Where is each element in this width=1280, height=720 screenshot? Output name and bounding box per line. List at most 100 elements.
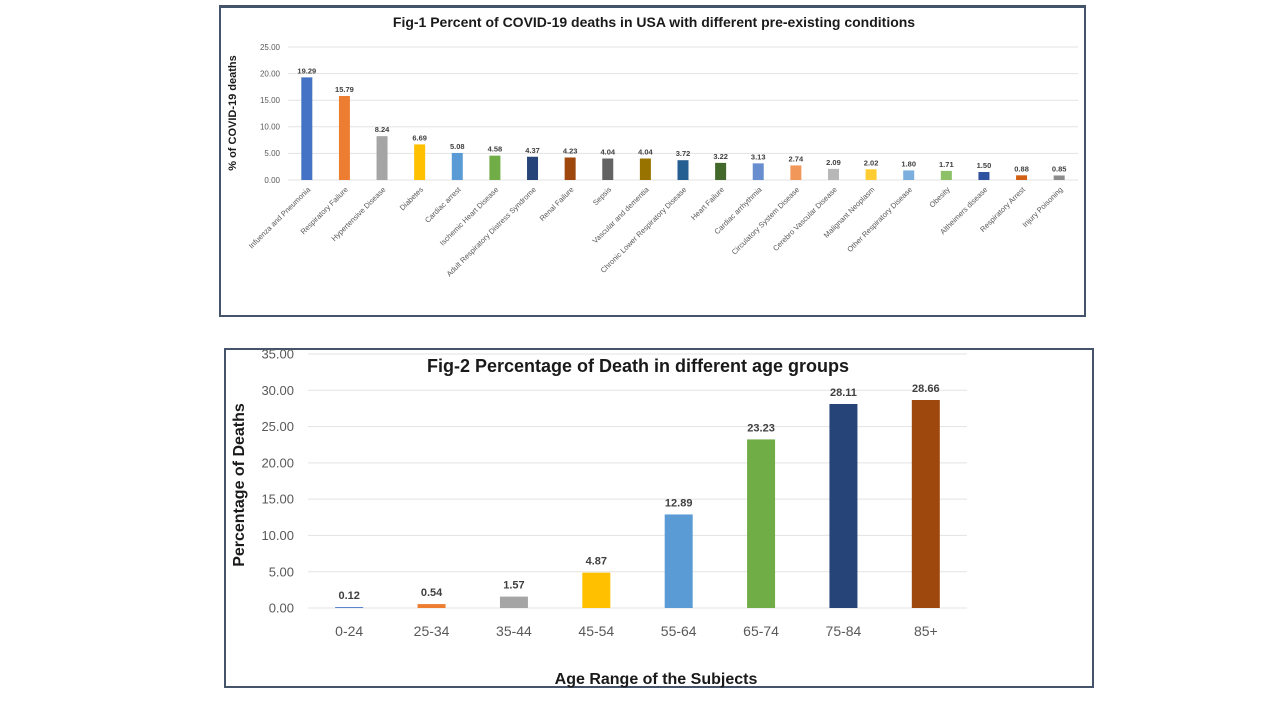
data-label: 4.87 xyxy=(586,556,607,568)
y-tick-label: 35.00 xyxy=(261,347,294,362)
x-tick-label: 25-34 xyxy=(414,623,450,639)
bar xyxy=(865,169,877,180)
bar xyxy=(527,156,539,180)
data-label: 6.69 xyxy=(412,133,427,142)
y-tick-label: 5.00 xyxy=(264,149,280,158)
y-axis-title: % of COVID-19 deaths xyxy=(227,55,239,171)
data-label: 3.22 xyxy=(713,152,728,161)
data-label: 1.50 xyxy=(977,161,992,170)
data-label: 0.54 xyxy=(421,587,443,599)
y-tick-label: 0.00 xyxy=(264,176,280,185)
figure-2-panel: Fig-2 Percentage of Death in different a… xyxy=(224,347,1094,688)
y-tick-label: 15.00 xyxy=(261,492,294,507)
chart-title: Fig-1 Percent of COVID-19 deaths in USA … xyxy=(393,14,915,30)
x-tick-label: 65-74 xyxy=(743,623,779,639)
data-label: 28.66 xyxy=(912,383,940,395)
bar xyxy=(639,158,651,180)
y-tick-label: 20.00 xyxy=(261,455,294,470)
x-tick-label: Sepsis xyxy=(591,185,613,207)
data-label: 23.23 xyxy=(747,422,775,434)
data-label: 5.08 xyxy=(450,142,465,151)
data-label: 1.71 xyxy=(939,160,954,169)
x-tick-label: Renal Failure xyxy=(538,185,576,223)
data-label: 4.04 xyxy=(600,148,615,157)
bar xyxy=(338,95,350,180)
y-tick-label: 30.00 xyxy=(261,383,294,398)
bar xyxy=(602,158,614,180)
bar xyxy=(301,77,313,180)
data-label: 28.11 xyxy=(830,387,857,399)
figure-1-chart: Fig-1 Percent of COVID-19 deaths in USA … xyxy=(227,14,1078,278)
plot-area: 0.00 5.00 10.00 15.00 20.00 25.00 30.00 35.00 0.… xyxy=(261,347,967,639)
data-label: 4.37 xyxy=(525,146,540,155)
y-tick-label: 25.00 xyxy=(261,419,294,434)
x-axis-title: Age Range of the Subjects xyxy=(555,671,758,688)
x-tick-label: Cerebro Vascular Disease xyxy=(771,185,839,253)
y-tick-label: 20.00 xyxy=(260,69,281,78)
data-label: 0.85 xyxy=(1052,164,1067,173)
bar xyxy=(829,404,858,608)
data-label: 4.58 xyxy=(488,145,503,154)
data-label: 15.79 xyxy=(335,85,354,94)
x-tick-label: Circulatory System Disease xyxy=(730,185,801,256)
bar xyxy=(715,162,727,180)
bar xyxy=(1016,175,1028,180)
bar xyxy=(827,168,839,180)
data-label: 2.74 xyxy=(789,154,804,163)
data-label: 1.57 xyxy=(503,580,524,592)
figure-1-panel: Fig-1 Percent of COVID-19 deaths in USA … xyxy=(219,5,1086,317)
data-label: 0.88 xyxy=(1014,164,1029,173)
y-tick-label: 5.00 xyxy=(269,564,294,579)
bar xyxy=(417,604,446,608)
bar xyxy=(790,165,802,180)
x-tick-label: 55-64 xyxy=(661,623,697,639)
x-tick-label: 35-44 xyxy=(496,623,532,639)
data-label: 0.12 xyxy=(338,590,359,602)
bar xyxy=(376,136,388,180)
data-label: 12.89 xyxy=(665,497,693,509)
bar xyxy=(582,572,611,608)
y-tick-label: 0.00 xyxy=(269,601,294,616)
y-tick-label: 15.00 xyxy=(260,96,281,105)
bar xyxy=(414,144,426,180)
bar xyxy=(664,514,693,608)
data-label: 8.24 xyxy=(375,125,390,134)
x-tick-label: 45-54 xyxy=(578,623,614,639)
x-tick-label: 85+ xyxy=(914,623,938,639)
data-label: 4.04 xyxy=(638,148,653,157)
x-tick-label: Diabetes xyxy=(398,185,425,212)
data-label: 4.23 xyxy=(563,146,578,155)
x-tick-label: 75-84 xyxy=(826,623,862,639)
bar xyxy=(940,170,952,180)
data-label: 19.29 xyxy=(297,66,316,75)
bar xyxy=(752,163,764,180)
bar xyxy=(564,157,576,180)
data-label: 2.09 xyxy=(826,158,841,167)
data-label: 1.80 xyxy=(901,159,916,168)
y-tick-label: 25.00 xyxy=(260,43,281,52)
chart-title: Fig-2 Percentage of Death in different a… xyxy=(427,356,849,376)
plot-area: 0.00 5.00 10.00 15.00 20.00 25.00 19.29 Infuenz… xyxy=(247,43,1078,278)
bar xyxy=(335,607,364,608)
x-tick-label: Injury Poisoning xyxy=(1020,185,1064,229)
x-tick-label: Other Respiratory Disease xyxy=(845,185,914,254)
figure-2-chart: Fig-2 Percentage of Death in different a… xyxy=(231,347,967,688)
x-tick-label: Obesity xyxy=(927,185,952,210)
bar xyxy=(451,152,463,180)
x-tick-label: Cardiac arrest xyxy=(423,184,463,224)
y-axis-title: Percentage of Deaths xyxy=(231,403,248,567)
x-tick-label: Infuenza and Pneumonia xyxy=(247,184,313,250)
data-label: 3.13 xyxy=(751,152,766,161)
y-tick-label: 10.00 xyxy=(261,528,294,543)
y-tick-label: 10.00 xyxy=(260,123,281,132)
bar xyxy=(911,400,940,608)
bar xyxy=(903,170,915,180)
data-label: 3.72 xyxy=(676,149,691,158)
x-tick-label: Heart Failure xyxy=(689,185,726,222)
bar xyxy=(978,172,990,180)
bar xyxy=(1053,175,1065,180)
bar xyxy=(499,596,528,608)
bar xyxy=(747,439,776,608)
bar xyxy=(489,155,501,180)
x-tick-label: 0-24 xyxy=(335,623,363,639)
